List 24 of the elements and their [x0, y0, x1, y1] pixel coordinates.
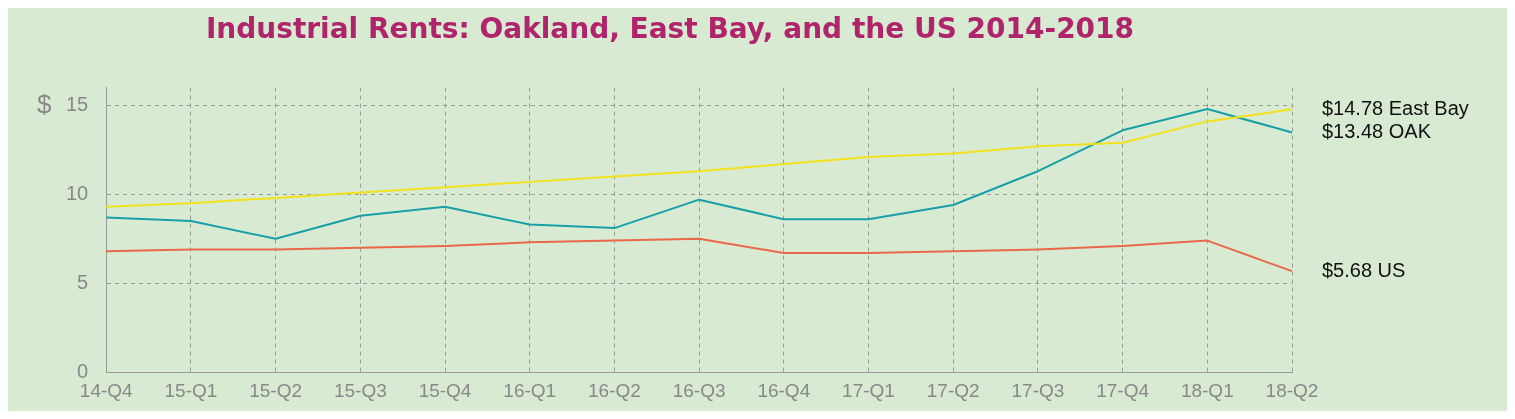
x-tick-label: 17-Q4: [1096, 379, 1150, 401]
text: $13.48 OAK: [1322, 119, 1431, 142]
x-tick-label: 16-Q4: [757, 379, 811, 401]
x-tick-label: 14-Q4: [79, 379, 134, 401]
x-tick-label: 17-Q3: [1011, 379, 1065, 401]
y-tick-label: 15: [66, 92, 89, 115]
x-tick-label: 18-Q1: [1180, 379, 1234, 401]
y-tick-label: 0: [77, 359, 89, 382]
x-tick-label: 15-Q3: [333, 379, 387, 401]
x-tick-label: 18-Q2: [1265, 379, 1319, 401]
y-tick-label: 5: [77, 270, 89, 293]
x-tick-label: 15-Q1: [164, 379, 218, 401]
x-tick-label: 16-Q1: [503, 379, 557, 401]
text: $14.78 East Bay: [1322, 96, 1469, 119]
x-tick-label: 16-Q3: [672, 379, 726, 401]
x-tick-label: 17-Q2: [926, 379, 980, 401]
x-tick-label: 15-Q4: [418, 379, 472, 401]
y-tick-label: 10: [66, 181, 89, 204]
chart-title: Industrial Rents: Oakland, East Bay, and the US 2014-2018: [205, 12, 1135, 46]
x-tick-label: 17-Q1: [842, 379, 895, 401]
x-tick-label: 16-Q2: [588, 379, 641, 401]
text: $5.68 US: [1322, 258, 1406, 281]
x-tick-label: 15-Q2: [249, 379, 303, 401]
y-axis-title: $: [37, 88, 53, 119]
